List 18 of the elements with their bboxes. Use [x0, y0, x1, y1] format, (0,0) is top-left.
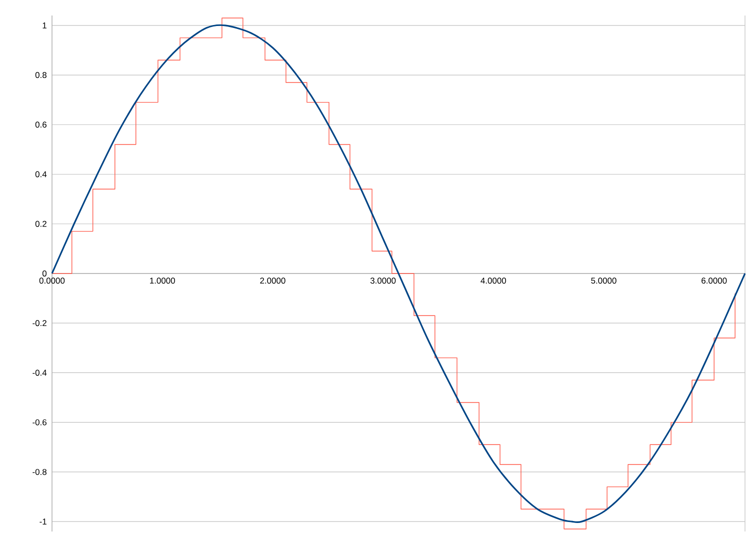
- x-tick-label: 2.0000: [260, 278, 286, 284]
- x-tick-label: 4.0000: [480, 278, 506, 284]
- y-tick-label: -0.4: [32, 370, 47, 376]
- x-tick-label: 3.0000: [370, 278, 396, 284]
- y-tick-label: -0.2: [32, 320, 46, 326]
- x-tick-label: 5.0000: [591, 278, 616, 284]
- y-tick-label: 1: [42, 22, 46, 28]
- y-tick-label: 0.2: [35, 220, 46, 227]
- y-tick-label: -0.6: [32, 419, 46, 426]
- x-tick-label: 6.0000: [702, 278, 727, 284]
- y-tick-label: 0: [42, 270, 47, 276]
- x-tick-label: 1.0000: [150, 278, 175, 284]
- y-tick-label: -0.8: [32, 468, 46, 475]
- y-tick-label: 0.8: [35, 72, 46, 78]
- x-tick-label: 0.0000: [39, 278, 65, 284]
- y-tick-label: 0.6: [35, 122, 46, 128]
- y-tick-label: -1: [40, 518, 46, 524]
- y-tick-label: 0.4: [35, 171, 47, 178]
